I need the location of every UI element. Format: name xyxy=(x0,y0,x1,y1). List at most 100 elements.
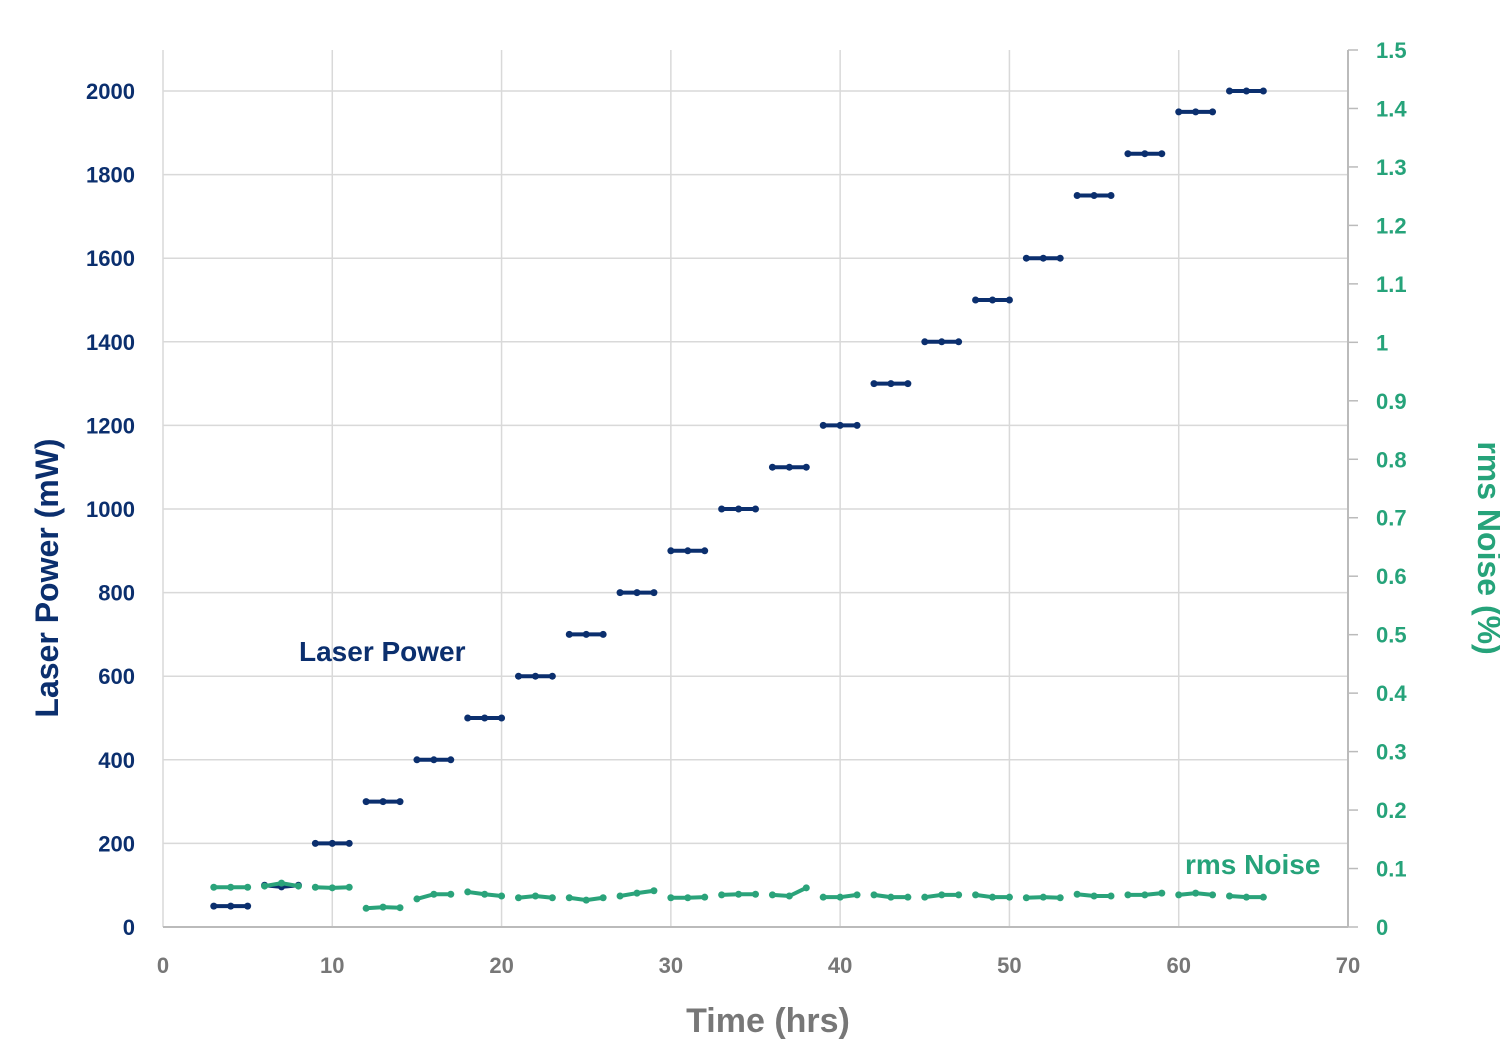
y2-tick-label: 0.6 xyxy=(1376,564,1407,589)
rms-noise-point xyxy=(498,892,506,900)
laser-power-point xyxy=(1124,150,1132,158)
rms-noise-point xyxy=(735,890,743,898)
laser-power-point xyxy=(972,296,980,304)
laser-power-point xyxy=(1056,254,1064,262)
laser-power-point xyxy=(1022,254,1030,262)
rms-noise-point xyxy=(616,892,624,900)
laser-power-point xyxy=(836,421,844,429)
y-tick-label: 1400 xyxy=(86,330,135,355)
laser-power-point xyxy=(565,630,573,638)
laser-power-point xyxy=(210,902,218,910)
y-tick-label: 1200 xyxy=(86,413,135,438)
laser-power-point xyxy=(1242,87,1250,95)
laser-power-point xyxy=(396,798,404,806)
laser-power-point xyxy=(464,714,472,722)
laser-power-point xyxy=(785,463,793,471)
y-tick-label: 800 xyxy=(98,581,135,606)
laser-power-point xyxy=(1226,87,1233,95)
x-axis-label: Time (hrs) xyxy=(686,1002,850,1040)
rms-noise-point xyxy=(278,879,285,887)
laser-power-point xyxy=(735,505,743,513)
rms-noise-point xyxy=(1073,890,1081,898)
rms-noise-point xyxy=(481,890,489,898)
rms-noise-point xyxy=(413,895,421,903)
y2-tick-label: 0.4 xyxy=(1376,681,1407,706)
rms-noise-point xyxy=(599,894,607,902)
laser-power-point xyxy=(819,421,827,429)
rms-noise-point xyxy=(1259,893,1267,901)
rms-noise-point xyxy=(819,893,827,901)
rms-noise-point xyxy=(955,891,963,899)
annotation-laser-power: Laser Power xyxy=(299,636,466,667)
rms-noise-point xyxy=(853,891,861,899)
y2-tick-label: 0.5 xyxy=(1376,623,1407,648)
y-tick-label: 0 xyxy=(123,915,135,940)
laser-power-point xyxy=(853,421,861,429)
laser-power-point xyxy=(650,589,658,597)
laser-power-point xyxy=(515,672,522,680)
x-tick-label: 30 xyxy=(659,953,683,978)
rms-noise-point xyxy=(1192,889,1200,897)
y2-tick-label: 0 xyxy=(1376,915,1388,940)
rms-noise-point xyxy=(531,892,539,900)
laser-power-point xyxy=(311,839,319,847)
rms-noise-point xyxy=(887,893,895,901)
rms-noise-point xyxy=(768,891,776,899)
laser-power-point xyxy=(379,798,387,806)
x-tick-label: 10 xyxy=(320,953,344,978)
rms-noise-point xyxy=(328,884,336,892)
laser-power-point xyxy=(548,672,556,680)
laser-power-point xyxy=(1209,108,1217,116)
laser-power-point xyxy=(498,714,506,722)
laser-power-point xyxy=(531,672,539,680)
y2-tick-label: 1.4 xyxy=(1376,96,1407,121)
rms-noise-point xyxy=(362,904,370,912)
x-tick-label: 70 xyxy=(1336,953,1360,978)
series-marks xyxy=(210,87,1267,912)
rms-noise-point xyxy=(244,883,252,891)
rms-noise-point xyxy=(633,889,641,897)
laser-power-point xyxy=(1141,150,1149,158)
rms-noise-point xyxy=(1226,892,1233,900)
rms-noise-point xyxy=(1175,891,1183,899)
laser-power-point xyxy=(921,338,929,346)
laser-power-point xyxy=(244,902,252,910)
laser-power-point xyxy=(362,798,370,806)
y2-tick-label: 0.3 xyxy=(1376,740,1407,765)
laser-power-point xyxy=(870,380,878,388)
y2-tick-label: 1 xyxy=(1376,330,1388,355)
laser-power-point xyxy=(430,756,438,764)
laser-power-point xyxy=(1073,192,1081,199)
laser-power-point xyxy=(1175,108,1183,116)
y2-tick-label: 0.1 xyxy=(1376,857,1407,882)
rms-noise-point xyxy=(1039,893,1047,901)
x-tick-label: 0 xyxy=(157,953,169,978)
laser-power-point xyxy=(227,902,235,910)
rms-noise-point xyxy=(650,887,658,895)
rms-noise-point xyxy=(752,890,759,898)
laser-power-point xyxy=(904,380,912,388)
rms-noise-point xyxy=(1005,893,1013,901)
y2-axis-label: rms Noise (%) xyxy=(1471,441,1500,654)
laser-power-point xyxy=(684,547,692,555)
rms-noise-point xyxy=(311,883,319,891)
rms-noise-point xyxy=(989,893,996,901)
rms-noise-point xyxy=(1107,892,1115,900)
rms-noise-point xyxy=(921,893,929,901)
y-tick-label: 2000 xyxy=(86,79,135,104)
rms-noise-point xyxy=(379,903,387,911)
x-tick-label: 60 xyxy=(1166,953,1190,978)
gridlines xyxy=(162,49,1358,928)
rms-noise-point xyxy=(396,904,404,912)
rms-noise-point xyxy=(294,882,302,890)
x-tick-label: 50 xyxy=(997,953,1021,978)
laser-power-point xyxy=(887,380,895,388)
y2-tick-label: 1.3 xyxy=(1376,155,1407,180)
laser-power-point xyxy=(447,756,455,764)
rms-noise-point xyxy=(1090,892,1098,900)
laser-power-point xyxy=(633,589,641,597)
rms-noise-point xyxy=(1056,894,1064,902)
laser-power-point xyxy=(752,505,759,513)
y2-tick-label: 1.5 xyxy=(1376,38,1407,63)
